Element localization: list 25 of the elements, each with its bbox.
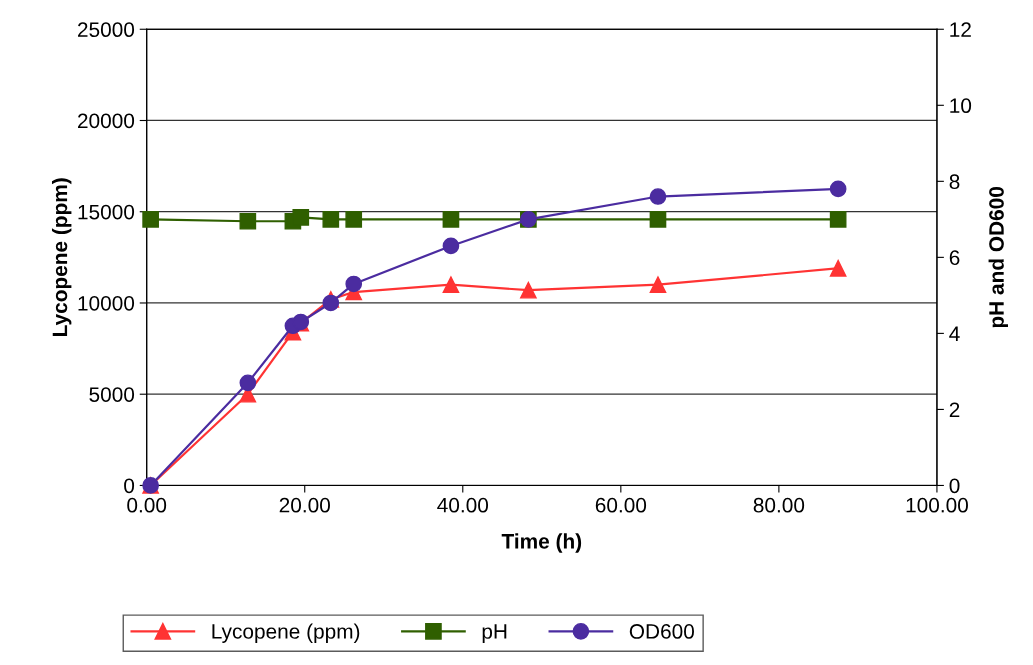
legend-label: Lycopene (ppm): [212, 623, 360, 643]
x-tick-label: 40.00: [437, 497, 489, 513]
y2-tick-label: 10: [950, 98, 972, 114]
x-axis-title: Time (h): [501, 533, 582, 553]
y2-tick-label: 2: [949, 402, 960, 417]
y-tick-label: 15000: [78, 204, 135, 220]
y2-tick-label: 12: [950, 22, 971, 37]
legend-label: OD600: [629, 624, 694, 639]
x-tick-label: 0.00: [127, 497, 167, 513]
y2-axis-title: pH and OD600: [988, 187, 1008, 328]
y-tick-label: 10000: [78, 295, 135, 311]
x-tick-label: 20.00: [279, 497, 330, 513]
legend-label: pH: [482, 624, 507, 643]
y2-tick-label: 0: [949, 478, 960, 494]
y-tick-label: 20000: [78, 113, 135, 129]
y-tick-label: 5000: [89, 387, 135, 402]
y-tick-label: 25000: [78, 22, 135, 38]
y-axis-title: Lycopene (ppm): [51, 178, 72, 337]
x-tick-label: 80.00: [753, 497, 805, 513]
x-tick-label: 100.00: [906, 497, 968, 513]
y2-tick-label: 6: [949, 250, 960, 266]
x-tick-label: 60.00: [595, 497, 647, 513]
y-tick-label: 0: [124, 478, 135, 494]
y2-tick-label: 4: [949, 326, 960, 341]
y2-tick-label: 8: [949, 174, 960, 190]
